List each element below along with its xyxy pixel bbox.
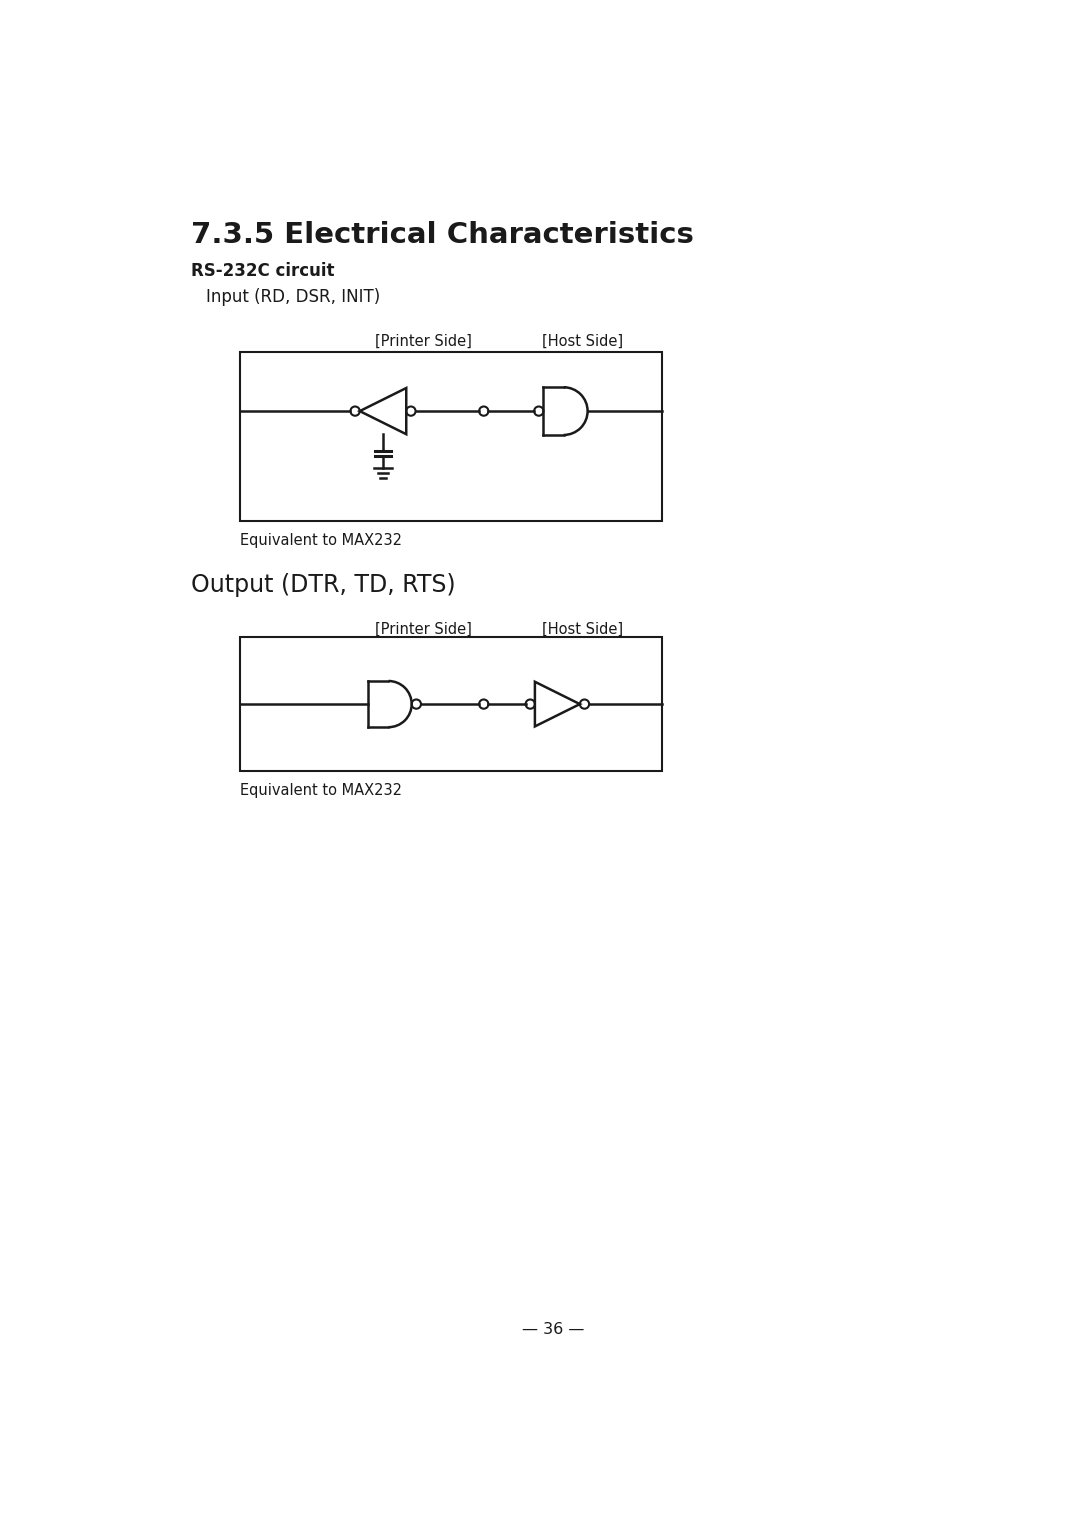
Text: RS-232C circuit: RS-232C circuit: [191, 262, 335, 279]
Text: Output (DTR, TD, RTS): Output (DTR, TD, RTS): [191, 573, 456, 596]
Text: Equivalent to MAX232: Equivalent to MAX232: [240, 783, 402, 799]
Text: Equivalent to MAX232: Equivalent to MAX232: [240, 533, 402, 547]
Text: Input (RD, DSR, INIT): Input (RD, DSR, INIT): [206, 288, 380, 307]
Text: 7.3.5 Electrical Characteristics: 7.3.5 Electrical Characteristics: [191, 221, 693, 248]
Bar: [240, 351, 662, 521]
Text: [Host Side]: [Host Side]: [542, 621, 623, 636]
Text: [Host Side]: [Host Side]: [542, 334, 623, 350]
Bar: [240, 636, 662, 771]
Text: — 36 —: — 36 —: [523, 1323, 584, 1337]
Text: [Printer Side]: [Printer Side]: [375, 334, 472, 350]
Text: [Printer Side]: [Printer Side]: [375, 621, 472, 636]
